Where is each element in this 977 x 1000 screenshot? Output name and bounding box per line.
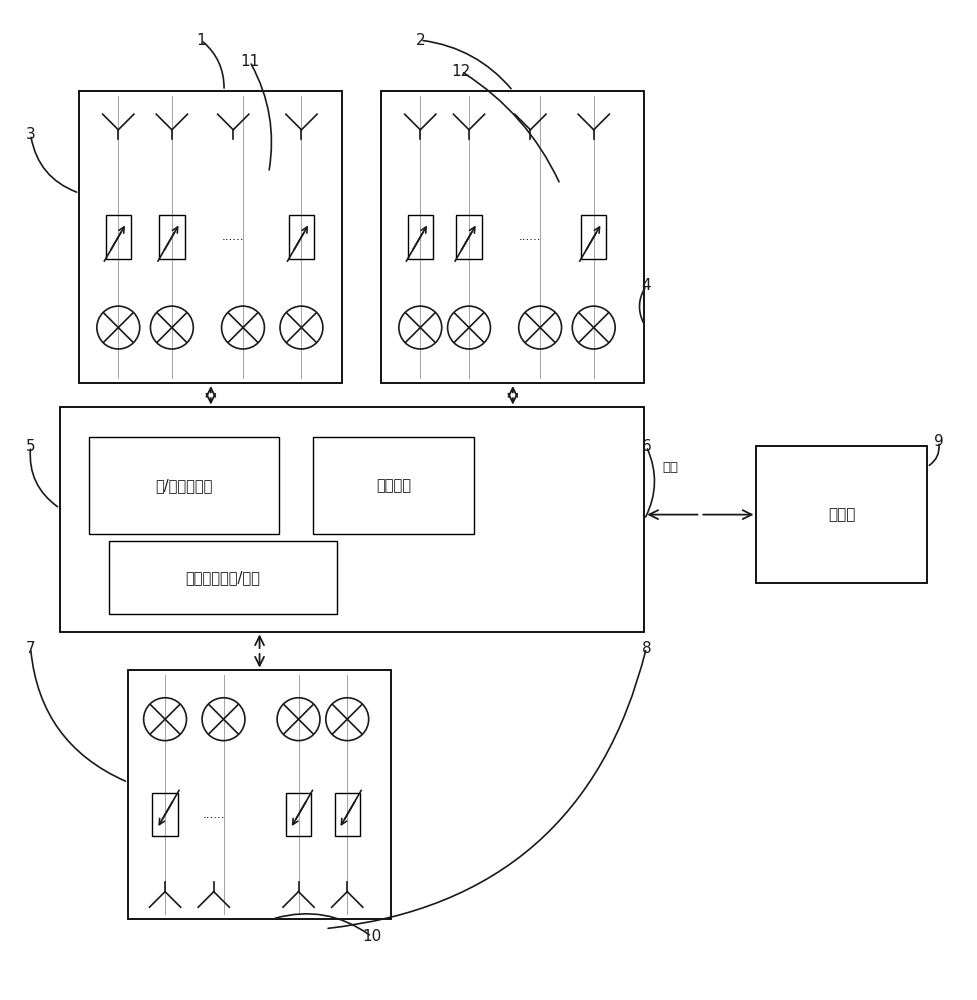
Text: 工作参数存储/加载: 工作参数存储/加载	[186, 570, 261, 585]
Bar	[334, 793, 360, 836]
Text: 8: 8	[642, 641, 651, 656]
Bar	[407, 215, 433, 259]
Text: 2: 2	[415, 33, 425, 48]
Text: 10: 10	[361, 929, 381, 944]
Bar	[381, 91, 645, 383]
Text: 1: 1	[196, 33, 206, 48]
Text: 收/发波束加权: 收/发波束加权	[155, 478, 213, 493]
Bar	[152, 793, 178, 836]
Bar	[108, 541, 337, 614]
Bar	[756, 446, 927, 583]
Bar	[159, 215, 185, 259]
Bar	[89, 437, 279, 534]
Text: 3: 3	[25, 127, 35, 142]
Bar	[289, 215, 315, 259]
Text: 幅相校正: 幅相校正	[376, 478, 411, 493]
Text: 7: 7	[25, 641, 35, 656]
Bar	[106, 215, 131, 259]
Bar	[286, 793, 312, 836]
Bar	[456, 215, 482, 259]
Text: ......: ......	[202, 808, 225, 821]
Bar	[79, 91, 342, 383]
Text: 5: 5	[25, 439, 35, 454]
Text: 12: 12	[451, 64, 471, 79]
Text: ......: ......	[519, 230, 541, 243]
Text: 11: 11	[240, 54, 260, 69]
Bar	[581, 215, 607, 259]
Text: ......: ......	[222, 230, 244, 243]
Bar	[128, 670, 391, 919]
Text: 6: 6	[642, 439, 652, 454]
Text: 网口: 网口	[661, 461, 678, 474]
Text: 4: 4	[642, 278, 651, 293]
Text: 9: 9	[934, 434, 944, 449]
Bar	[314, 437, 474, 534]
Text: 上位机: 上位机	[828, 507, 855, 522]
Bar	[60, 407, 645, 632]
